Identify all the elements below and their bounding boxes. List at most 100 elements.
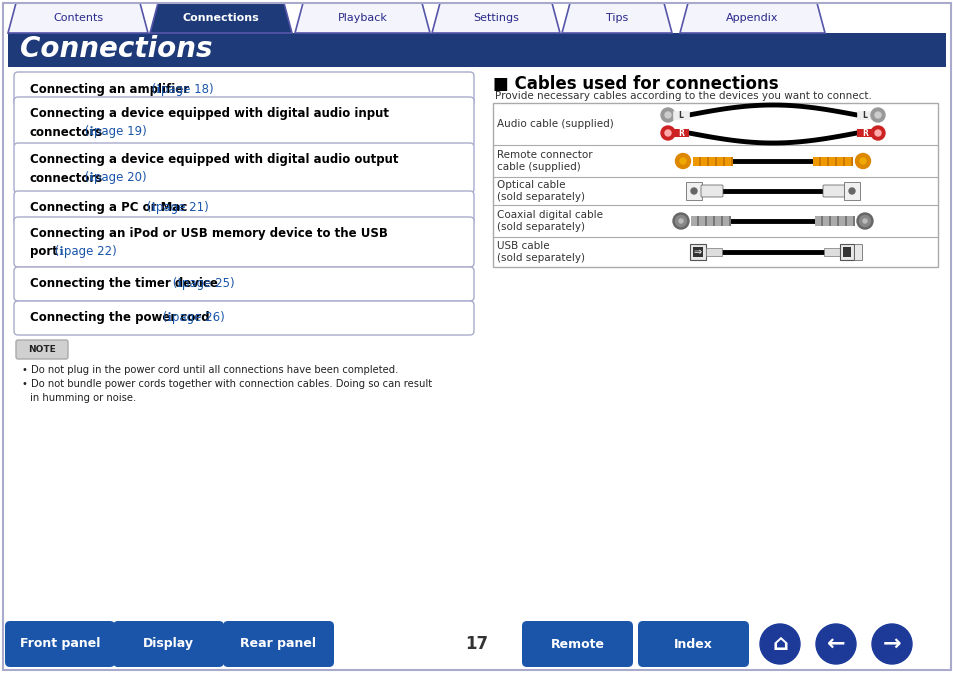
- Bar: [685, 182, 701, 200]
- Circle shape: [664, 112, 670, 118]
- Circle shape: [870, 108, 884, 122]
- Circle shape: [874, 130, 880, 136]
- FancyBboxPatch shape: [112, 621, 224, 667]
- Bar: [700, 157, 706, 166]
- Polygon shape: [679, 3, 824, 33]
- Bar: [712, 216, 714, 226]
- Bar: [697, 216, 699, 226]
- Text: ⇒: ⇒: [693, 247, 701, 257]
- Circle shape: [690, 188, 697, 194]
- Text: (ℹpage 21): (ℹpage 21): [143, 201, 209, 215]
- FancyBboxPatch shape: [14, 191, 474, 225]
- Circle shape: [675, 153, 690, 168]
- Text: Remote: Remote: [550, 637, 604, 651]
- Bar: [844, 216, 846, 226]
- FancyBboxPatch shape: [822, 185, 844, 197]
- FancyBboxPatch shape: [14, 97, 474, 147]
- Bar: [672, 129, 688, 137]
- Bar: [850, 157, 852, 166]
- Text: →: →: [882, 634, 901, 654]
- FancyBboxPatch shape: [14, 267, 474, 301]
- Bar: [672, 111, 688, 119]
- FancyBboxPatch shape: [16, 340, 68, 359]
- Bar: [843, 182, 859, 200]
- Bar: [706, 216, 712, 226]
- Circle shape: [859, 158, 865, 164]
- Text: • Do not bundle power cords together with connection cables. Doing so can result: • Do not bundle power cords together wit…: [22, 379, 432, 389]
- Text: R: R: [862, 129, 867, 137]
- Circle shape: [874, 112, 880, 118]
- Polygon shape: [294, 3, 430, 33]
- Text: Coaxial digital cable
(sold separately): Coaxial digital cable (sold separately): [497, 210, 602, 232]
- Text: Front panel: Front panel: [20, 637, 100, 651]
- Text: in humming or noise.: in humming or noise.: [30, 393, 136, 403]
- Bar: [717, 157, 722, 166]
- Circle shape: [679, 158, 685, 164]
- Bar: [842, 247, 850, 257]
- Text: (ℹpage 20): (ℹpage 20): [81, 172, 147, 184]
- FancyBboxPatch shape: [14, 217, 474, 267]
- Text: (ℹpage 19): (ℹpage 19): [81, 125, 147, 139]
- Text: R: R: [678, 129, 683, 137]
- Text: Connecting the timer device: Connecting the timer device: [30, 277, 217, 291]
- Bar: [828, 216, 830, 226]
- Bar: [812, 157, 818, 166]
- Bar: [690, 216, 697, 226]
- Bar: [714, 157, 717, 166]
- Text: Display: Display: [143, 637, 193, 651]
- Text: connectors: connectors: [30, 172, 103, 184]
- Text: port: port: [30, 246, 58, 258]
- Text: Remote connector
cable (supplied): Remote connector cable (supplied): [497, 150, 592, 172]
- Bar: [699, 216, 704, 226]
- Circle shape: [660, 126, 675, 140]
- Bar: [708, 157, 714, 166]
- Text: ■ Cables used for connections: ■ Cables used for connections: [493, 75, 778, 93]
- Bar: [814, 216, 821, 226]
- Bar: [852, 216, 854, 226]
- Text: Appendix: Appendix: [725, 13, 778, 23]
- Polygon shape: [8, 3, 148, 33]
- Text: Connecting a device equipped with digital audio input: Connecting a device equipped with digita…: [30, 106, 389, 120]
- Circle shape: [675, 215, 686, 227]
- Text: Settings: Settings: [473, 13, 518, 23]
- Bar: [826, 157, 828, 166]
- Bar: [846, 216, 852, 226]
- Text: (ℹpage 22): (ℹpage 22): [51, 246, 116, 258]
- Circle shape: [760, 624, 800, 664]
- Bar: [844, 157, 850, 166]
- Text: L: L: [862, 110, 866, 120]
- Text: (ℹpage 26): (ℹpage 26): [158, 312, 224, 324]
- FancyBboxPatch shape: [700, 185, 722, 197]
- Bar: [821, 216, 822, 226]
- Text: connectors: connectors: [30, 125, 103, 139]
- Bar: [8, 33, 945, 67]
- Text: Audio cable (supplied): Audio cable (supplied): [497, 119, 613, 129]
- FancyBboxPatch shape: [14, 72, 474, 106]
- Text: L: L: [678, 110, 682, 120]
- Text: (ℹpage 25): (ℹpage 25): [169, 277, 234, 291]
- Circle shape: [815, 624, 855, 664]
- Bar: [692, 247, 702, 257]
- Polygon shape: [432, 3, 559, 33]
- FancyBboxPatch shape: [521, 621, 633, 667]
- Circle shape: [871, 624, 911, 664]
- Text: Tips: Tips: [605, 13, 627, 23]
- Bar: [818, 157, 821, 166]
- Bar: [828, 157, 834, 166]
- Text: ⌂: ⌂: [771, 634, 787, 654]
- Bar: [840, 244, 853, 260]
- Bar: [842, 157, 844, 166]
- Text: Connecting an iPod or USB memory device to the USB: Connecting an iPod or USB memory device …: [30, 227, 388, 240]
- Bar: [856, 129, 872, 137]
- Bar: [834, 157, 836, 166]
- FancyBboxPatch shape: [638, 621, 748, 667]
- Text: ←: ←: [826, 634, 844, 654]
- Text: Connecting the power cord: Connecting the power cord: [30, 312, 210, 324]
- Bar: [692, 157, 699, 166]
- Bar: [724, 157, 730, 166]
- FancyBboxPatch shape: [5, 621, 115, 667]
- Polygon shape: [561, 3, 671, 33]
- Text: Connections: Connections: [20, 35, 213, 63]
- Circle shape: [848, 188, 854, 194]
- Text: Playback: Playback: [337, 13, 387, 23]
